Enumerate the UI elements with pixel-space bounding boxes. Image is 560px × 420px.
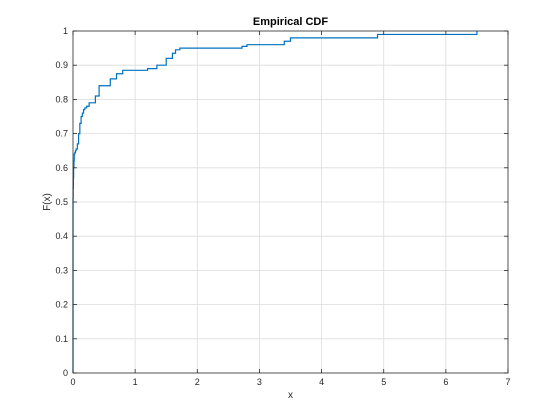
y-tick-label: 0.2: [55, 300, 68, 310]
x-axis-label: x: [288, 390, 293, 401]
x-tick-label: 0: [70, 377, 75, 387]
x-tick-label: 3: [257, 377, 262, 387]
y-tick-label: 0.1: [55, 334, 68, 344]
x-tick-label: 5: [381, 377, 386, 387]
y-tick-label: 0.5: [55, 197, 68, 207]
y-tick-label: 0.6: [55, 163, 68, 173]
y-tick-label: 0: [63, 368, 68, 378]
x-tick-label: 7: [505, 377, 510, 387]
x-tick-label: 2: [195, 377, 200, 387]
grid-lines: [73, 31, 508, 373]
cdf-series-line: [72, 31, 478, 373]
y-tick-label: 0.9: [55, 60, 68, 70]
y-tick-label: 0.3: [55, 265, 68, 275]
y-axis-label: F(x): [42, 193, 53, 211]
y-tick-label: 0.4: [55, 231, 68, 241]
y-tick-label: 0.7: [55, 129, 68, 139]
x-tick-label: 4: [319, 377, 324, 387]
x-tick-label: 6: [443, 377, 448, 387]
y-tick-label: 0.8: [55, 94, 68, 104]
chart-title: Empirical CDF: [253, 16, 328, 28]
axis-ticks: 0 1 2 3 4 5 6 7 0 0.1 0.2 0.3 0.4 0.5 0.6 0.7 0.8 0.9 1: [55, 26, 510, 387]
x-tick-label: 1: [133, 377, 138, 387]
y-tick-label: 1: [63, 26, 68, 36]
